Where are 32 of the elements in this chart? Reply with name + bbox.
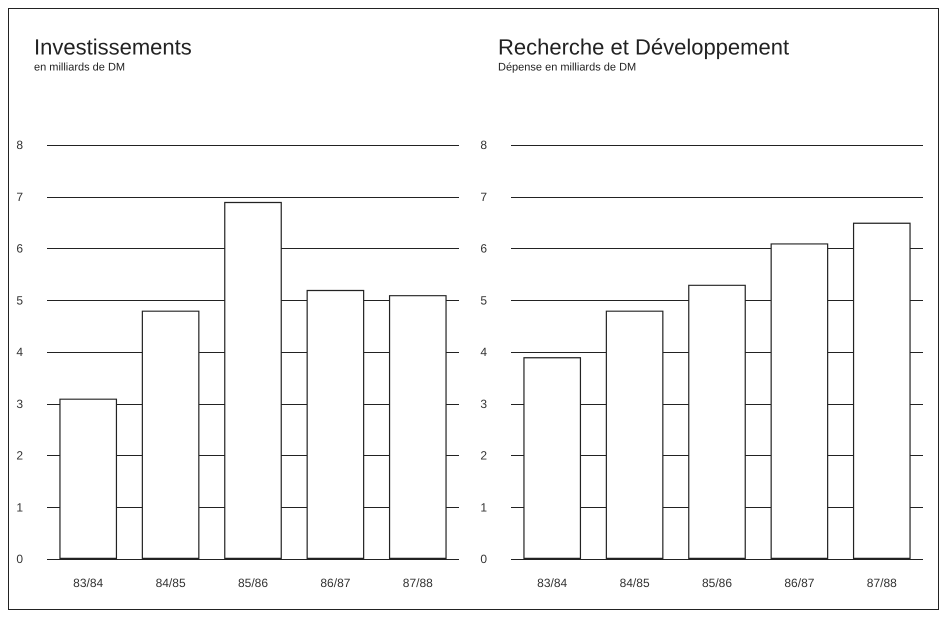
x-tick-label: 84/85 [620,576,650,590]
x-tick-label: 85/86 [238,576,268,590]
x-tick-label: 87/88 [866,576,898,590]
y-tick-label: 1 [16,500,24,514]
y-tick-label: 8 [480,138,488,152]
y-tick-label: 0 [480,552,488,566]
y-tick-label: 1 [480,500,488,514]
x-tick-label: 83/84 [73,576,104,590]
y-tick-label: 2 [16,448,24,462]
x-tick-label: 84/85 [156,576,186,590]
chart-title: Recherche et Développement [498,34,790,60]
y-tick-label: 5 [480,293,488,308]
x-tick-label: 86/87 [784,576,815,590]
x-tick-label: 83/84 [537,576,568,590]
chart-title: Investissements [34,34,192,60]
x-tick-label: 87/88 [402,576,434,590]
x-tick-label: 85/86 [702,576,732,590]
chart-subtitle: Dépense en milliards de DM [498,62,636,74]
y-tick-label: 7 [16,190,24,204]
y-tick-label: 3 [16,396,24,411]
y-tick-label: 3 [480,396,488,411]
y-tick-label: 4 [480,345,488,359]
y-tick-label: 4 [16,345,24,359]
x-tick-label: 86/87 [320,576,351,590]
y-tick-label: 0 [16,552,24,566]
y-tick-label: 5 [16,293,24,308]
y-tick-label: 7 [480,190,488,204]
y-tick-label: 8 [16,138,24,152]
y-tick-label: 6 [16,242,24,256]
y-tick-label: 6 [480,242,488,256]
y-tick-label: 2 [480,448,488,462]
chart-subtitle: en milliards de DM [34,62,126,74]
